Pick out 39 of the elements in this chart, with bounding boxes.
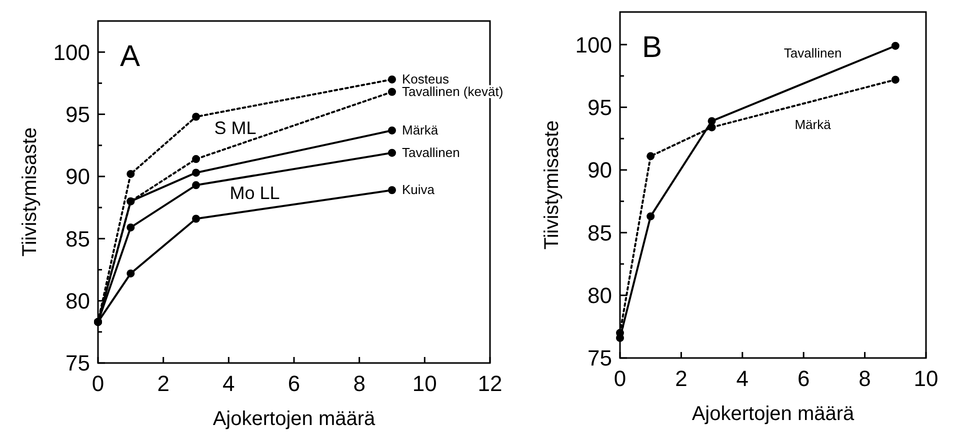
y-tick-label: 80	[66, 288, 90, 314]
x-axis-title: Ajokertojen määrä	[692, 403, 856, 425]
x-tick-label: 8	[858, 366, 871, 391]
series-label: Kosteus	[402, 71, 450, 86]
y-tick-label: 95	[588, 94, 612, 120]
annotation: S ML	[214, 118, 256, 138]
series-label: Tavallinen	[784, 46, 842, 61]
y-tick-label: 90	[588, 158, 612, 183]
series-label: Kuiva	[402, 182, 436, 198]
y-axis-title: Tiivistymisaste	[19, 127, 41, 257]
y-tick-label: 80	[588, 283, 612, 308]
y-tick-label: 75	[588, 346, 612, 371]
series-label: Tavallinen	[402, 144, 460, 160]
x-tick-label: 4	[222, 371, 235, 396]
y-tick-label: 90	[66, 164, 90, 190]
y-tick-label: 100	[53, 40, 90, 65]
x-tick-label: 10	[914, 366, 938, 391]
y-tick-label: 85	[588, 220, 612, 246]
series-label: Märkä	[402, 122, 439, 138]
x-tick-label: 12	[478, 371, 502, 396]
x-tick-label: 6	[288, 371, 300, 396]
y-axis-title: Tiivistymisaste	[541, 120, 563, 250]
annotation: B	[642, 31, 662, 64]
x-tick-label: 2	[675, 366, 688, 391]
x-tick-label: 4	[736, 366, 749, 391]
y-tick-label: 100	[575, 32, 612, 58]
x-tick-label: 10	[412, 371, 437, 396]
series-label: Märkä	[794, 117, 832, 132]
annotation: Mo LL	[230, 183, 280, 204]
y-tick-label: 85	[66, 226, 90, 252]
x-tick-label: 6	[797, 366, 810, 391]
x-tick-label: 8	[353, 371, 366, 396]
annotation: A	[120, 40, 140, 73]
x-tick-label: 2	[157, 371, 170, 396]
y-tick-label: 95	[66, 102, 90, 127]
x-tick-label: 0	[92, 371, 104, 396]
x-axis-title: Ajokertojen määrä	[212, 408, 376, 430]
x-tick-label: 0	[614, 366, 626, 391]
y-tick-label: 75	[66, 350, 90, 376]
